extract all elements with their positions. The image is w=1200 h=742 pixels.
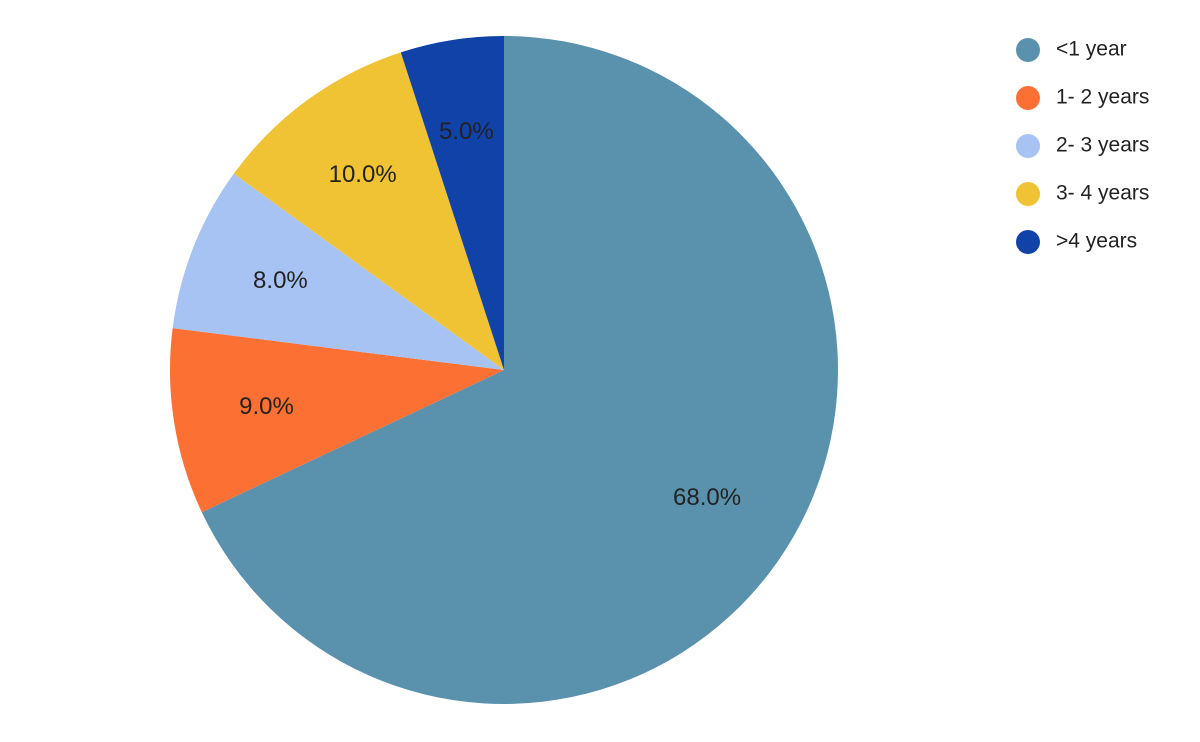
pie-slice bbox=[400, 36, 504, 370]
legend-label: <1 year bbox=[1056, 38, 1127, 61]
legend-marker bbox=[1016, 230, 1040, 254]
legend-label: 3- 4 years bbox=[1056, 182, 1149, 205]
pie-slice bbox=[172, 173, 505, 370]
data-label: 5.0% bbox=[439, 118, 494, 145]
legend-label: 1- 2 years bbox=[1056, 86, 1149, 109]
data-label: 8.0% bbox=[253, 267, 308, 294]
legend-marker bbox=[1016, 38, 1040, 62]
data-label: 68.0% bbox=[673, 484, 741, 511]
legend-marker bbox=[1016, 134, 1040, 158]
data-label: 9.0% bbox=[239, 393, 294, 420]
legend-label: 2- 3 years bbox=[1056, 134, 1149, 157]
pie-slice bbox=[170, 328, 505, 513]
legend-label: >4 years bbox=[1056, 230, 1137, 253]
legend-marker bbox=[1016, 182, 1040, 206]
legend-marker bbox=[1016, 86, 1040, 110]
data-label: 10.0% bbox=[329, 161, 397, 188]
pie-slice bbox=[233, 52, 504, 371]
pie-slice bbox=[201, 36, 838, 704]
